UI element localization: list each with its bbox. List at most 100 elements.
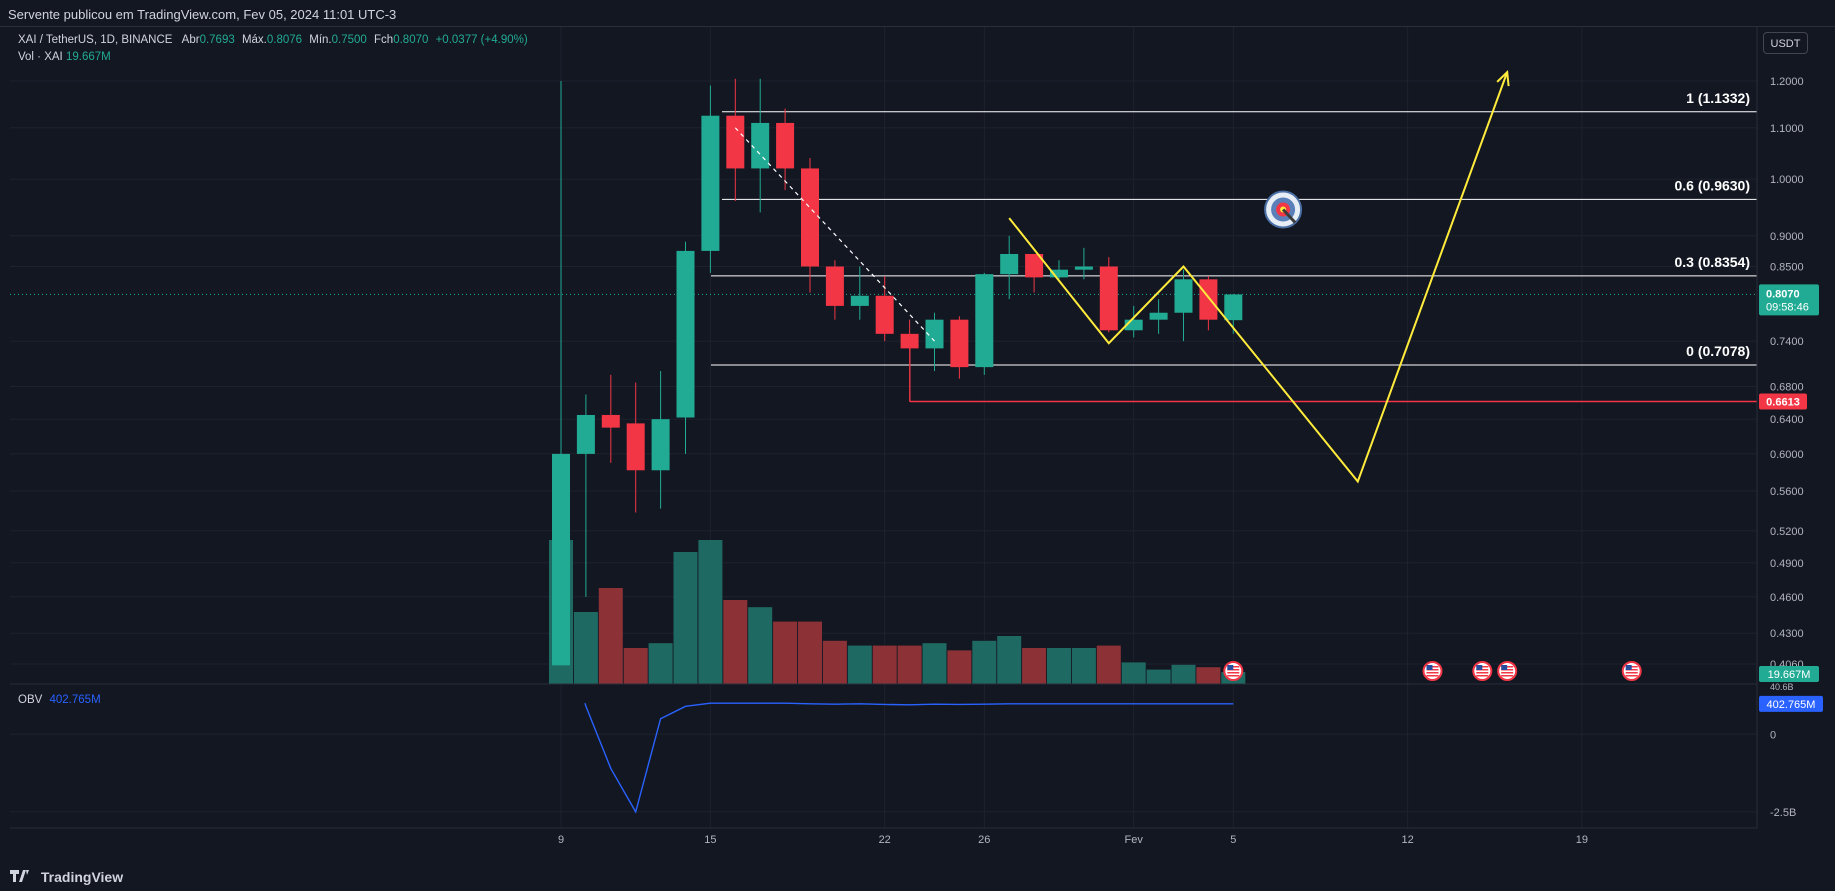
candle-body — [1124, 319, 1143, 331]
publisher-bar: Servente publicou em TradingView.com, Fe… — [0, 0, 1835, 27]
candlestick-series — [552, 78, 1243, 666]
symbol-name: XAI / TetherUS, 1D, BINANCE — [18, 34, 173, 46]
currency-button[interactable]: USDT — [1763, 32, 1808, 54]
volume-bar — [723, 600, 748, 684]
obv-line — [584, 702, 1234, 814]
us-flag-icon[interactable] — [1472, 661, 1493, 681]
candle — [726, 78, 745, 202]
time-tick-label: 26 — [978, 834, 990, 846]
fib-level-label: 0 (0.7078) — [1686, 343, 1750, 359]
fib-level-label: 1 (1.1332) — [1686, 90, 1750, 106]
candle-body — [1199, 279, 1218, 320]
target-icon[interactable] — [1264, 190, 1303, 229]
candle-body — [1000, 253, 1019, 275]
support-line[interactable]: 0.6613 — [909, 337, 1807, 410]
volume-bar — [698, 540, 723, 684]
open-label: Abr — [181, 34, 200, 46]
volume-bar — [1071, 648, 1096, 684]
volume-axis-label: 40.6B — [1770, 682, 1794, 692]
downtrend-line[interactable] — [734, 127, 935, 342]
candle-body — [701, 115, 720, 251]
candle — [900, 319, 919, 402]
candle — [925, 312, 944, 371]
candle — [1050, 260, 1068, 280]
drawings[interactable] — [734, 69, 1510, 484]
volume-bar — [1171, 664, 1196, 684]
candle-body — [825, 266, 844, 306]
candle-body — [1025, 253, 1044, 278]
projection-path[interactable] — [1008, 71, 1509, 484]
price-tick-label: 0.5200 — [1770, 526, 1804, 538]
price-tick-label: 0.8500 — [1770, 262, 1804, 274]
candle — [701, 85, 720, 273]
candle-body — [850, 295, 869, 306]
us-flag-icon[interactable] — [1223, 661, 1244, 681]
volume-bar — [573, 612, 598, 684]
candle-body — [925, 319, 944, 349]
obv-label: OBV — [18, 694, 43, 706]
volume-value: 19.667M — [65, 51, 111, 63]
candle — [801, 157, 819, 293]
time-tick-label: 12 — [1401, 834, 1413, 846]
candle-body — [751, 122, 770, 169]
candle — [601, 374, 620, 463]
volume-bar — [897, 645, 922, 684]
high-label: Máx. — [241, 34, 267, 46]
volume-bar — [822, 640, 847, 684]
open-value: 0.7693 — [199, 34, 235, 46]
candle-body — [1099, 266, 1118, 331]
candle-body — [601, 414, 620, 428]
obv-pane: 402.765M — [584, 695, 1823, 814]
volume-bar — [598, 588, 623, 684]
low-label: Mín. — [309, 34, 332, 46]
price-tick-label: 0.6000 — [1770, 449, 1804, 461]
candle — [776, 108, 795, 190]
price-tick-label: 0.9000 — [1770, 231, 1804, 243]
candle-body — [776, 122, 795, 169]
candle-body — [900, 333, 919, 349]
candle-body — [1050, 269, 1068, 278]
candle — [1000, 235, 1019, 300]
candle — [626, 382, 645, 513]
candle — [825, 260, 844, 320]
volume-bar — [623, 648, 648, 684]
volume-bar — [773, 621, 798, 684]
candle-body — [801, 168, 819, 267]
us-flag-icon[interactable] — [1422, 661, 1443, 681]
us-flag-icon[interactable] — [1621, 661, 1642, 681]
high-value: 0.8076 — [266, 34, 303, 46]
time-tick-label: 22 — [879, 834, 891, 846]
obv-last-badge — [1759, 695, 1823, 712]
volume-legend: Vol · XAI 19.667M — [18, 51, 111, 63]
event-markers[interactable] — [1223, 661, 1642, 681]
us-flag-icon[interactable] — [1497, 661, 1518, 681]
footer-brand: TradingView — [40, 869, 124, 885]
footer-bar: TradingView — [0, 862, 1835, 891]
price-tick-label: 1.1000 — [1770, 123, 1804, 135]
obv-legend: OBV 402.765M — [18, 694, 101, 706]
candle — [1174, 269, 1193, 342]
candle-body — [576, 414, 595, 454]
candle-body — [875, 295, 894, 334]
volume-bar — [972, 640, 997, 684]
last-price-label: 0.8070 — [1766, 288, 1800, 300]
chart-grid — [10, 27, 1757, 828]
candle — [676, 241, 695, 454]
fib-level-label: 0.3 (0.8354) — [1675, 254, 1751, 270]
volume-last-badge — [1759, 666, 1819, 682]
obv-tick-label: -2.5B — [1770, 807, 1796, 819]
price-chart[interactable]: 1 (1.1332) 0.6 (0.9630) 0.3 (0.8354) 0 (0.7… — [0, 27, 1835, 862]
fib-retracement[interactable]: 1 (1.1332) 0.6 (0.9630) 0.3 (0.8354) 0 (0.7… — [711, 90, 1757, 366]
volume-bar — [1146, 669, 1171, 684]
candle — [950, 316, 969, 379]
last-price-badge — [1759, 284, 1819, 316]
obv-last-label: 402.765M — [1767, 699, 1816, 711]
candle — [1099, 257, 1118, 333]
volume-bar — [1022, 648, 1047, 684]
candle — [751, 78, 770, 213]
support-price-badge — [1759, 393, 1807, 410]
fib-level-label: 0.6 (0.9630) — [1675, 177, 1751, 193]
candle — [1074, 247, 1093, 280]
change-value: +0.0377 (+4.90%) — [435, 34, 528, 46]
price-tick-label: 0.6800 — [1770, 382, 1804, 394]
